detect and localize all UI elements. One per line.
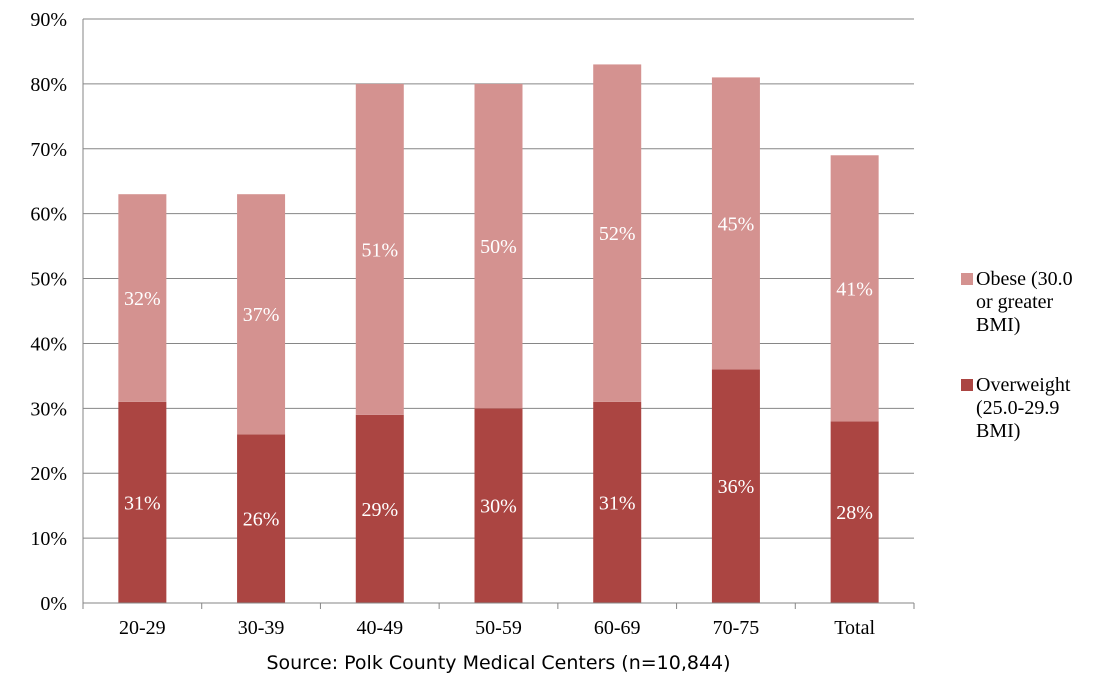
x-tick-label: Total xyxy=(834,617,875,639)
legend-label-line: or greater xyxy=(976,291,1054,313)
data-label: 28% xyxy=(836,502,873,524)
legend-label-line: (25.0-29.9 xyxy=(976,397,1059,419)
y-tick-label: 80% xyxy=(30,74,67,96)
data-label: 36% xyxy=(718,476,755,498)
bar-overweight xyxy=(237,434,286,603)
x-axis-label: Source: Polk County Medical Centers (n=1… xyxy=(266,652,730,674)
legend-label-line: BMI) xyxy=(976,420,1020,442)
bar-overweight xyxy=(118,401,167,603)
legend: Obese (30.0or greaterBMI)Overweight(25.0… xyxy=(961,268,1073,442)
y-tick-label: 30% xyxy=(30,398,67,420)
y-tick-label: 50% xyxy=(30,269,67,291)
data-label: 32% xyxy=(124,288,161,310)
bar-overweight xyxy=(355,414,404,603)
data-label: 31% xyxy=(599,492,636,514)
x-tick-label: 60-69 xyxy=(594,617,641,639)
y-tick-label: 90% xyxy=(30,9,67,31)
bar-obese xyxy=(830,155,879,422)
data-label: 37% xyxy=(243,304,280,326)
data-label: 50% xyxy=(480,236,517,258)
data-label: 26% xyxy=(243,509,280,531)
bar-overweight xyxy=(711,369,760,603)
bar-obese xyxy=(593,64,642,402)
legend-label-line: BMI) xyxy=(976,314,1020,336)
y-tick-label: 20% xyxy=(30,463,67,485)
x-tick-label: 20-29 xyxy=(119,617,166,639)
data-label: 31% xyxy=(124,492,161,514)
data-label: 45% xyxy=(718,213,755,235)
data-label: 41% xyxy=(836,278,873,300)
bar-obese xyxy=(711,77,760,370)
y-tick-label: 0% xyxy=(40,593,67,615)
bar-overweight xyxy=(593,401,642,603)
axes: 0% 10% 20% 30% 40% 50% 60% 70% 80% 90% 20-29 30-39 4… xyxy=(30,9,915,639)
bar-overweight xyxy=(830,421,879,603)
legend-swatch xyxy=(961,273,973,285)
legend-swatch xyxy=(961,379,973,391)
data-label: 30% xyxy=(480,496,517,518)
bar-obese xyxy=(474,83,523,409)
data-label: 52% xyxy=(599,223,636,245)
bar-overweight xyxy=(474,408,523,603)
bar-obese xyxy=(118,194,167,402)
y-tick-label: 70% xyxy=(30,139,67,161)
bar-obese xyxy=(237,194,286,435)
bars xyxy=(118,64,879,603)
x-tick-label: 30-39 xyxy=(238,617,285,639)
x-tick-label: 50-59 xyxy=(475,617,522,639)
data-label: 51% xyxy=(361,239,398,261)
y-tick-label: 60% xyxy=(30,204,67,226)
y-tick-label: 40% xyxy=(30,333,67,355)
bar-obese xyxy=(355,83,404,415)
legend-label-line: Obese (30.0 xyxy=(976,268,1073,290)
data-label: 29% xyxy=(361,499,398,521)
x-tick-label: 40-49 xyxy=(356,617,403,639)
legend-label-line: Overweight xyxy=(976,374,1071,396)
y-tick-label: 10% xyxy=(30,528,67,550)
x-tick-label: 70-75 xyxy=(713,617,760,639)
data-labels: 31% 32% 26% 37% 29% 51% 30% 50% 31% 52% 36% 45% 28% 4… xyxy=(124,213,873,530)
